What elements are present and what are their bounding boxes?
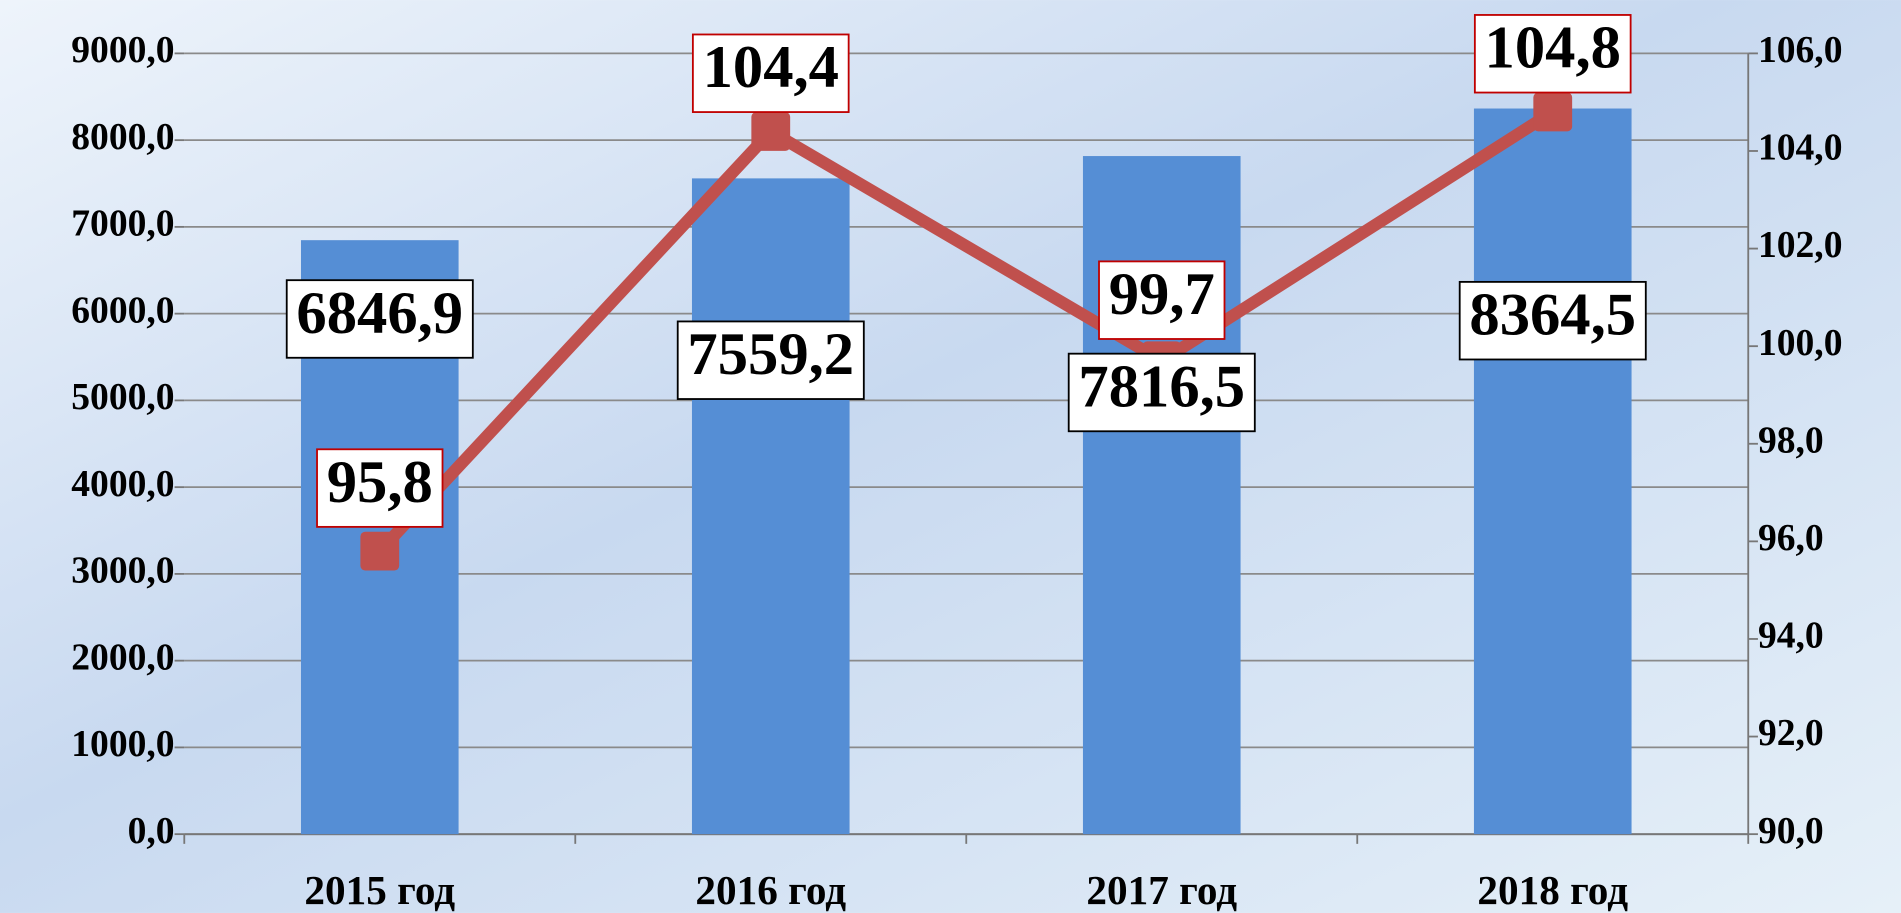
data-label-box (1458, 280, 1647, 361)
x-tick-label: 2017 год (1086, 867, 1237, 913)
bar (1473, 108, 1632, 835)
y2-tick-label: 100,0 (1758, 323, 1843, 364)
bar (691, 178, 850, 835)
data-label-box (676, 320, 865, 400)
marker (360, 531, 400, 571)
y-tick-label: 4000,0 (71, 464, 174, 505)
y-tick-label: 5000,0 (71, 377, 174, 418)
y-tick-label: 1000,0 (71, 724, 174, 765)
data-label-box (285, 279, 474, 359)
line (375, 106, 1557, 556)
y-tick-label: 7000,0 (71, 204, 174, 245)
y2-tick-label: 106,0 (1758, 30, 1843, 71)
x-tick-label: 2018 год (1477, 867, 1628, 913)
data-label-box (316, 448, 444, 528)
y2-tick-label: 90,0 (1758, 811, 1824, 852)
y-tick-label: 8000,0 (71, 117, 174, 158)
data-label: 104,4 (703, 34, 839, 101)
y2-tick-label: 92,0 (1758, 713, 1824, 754)
y-tick-label: 0,0 (128, 811, 175, 852)
marker (1533, 92, 1573, 132)
x-tick-label: 2016 год (695, 867, 846, 913)
data-label: 7559,2 (687, 321, 854, 388)
data-label: 7816,5 (1078, 353, 1245, 420)
data-label-box (1098, 260, 1226, 340)
y2-tick-label: 102,0 (1758, 225, 1843, 266)
y-tick-label: 6000,0 (71, 290, 174, 331)
y2-tick-label: 96,0 (1758, 518, 1824, 559)
x-tick-label: 2015 год (304, 867, 455, 913)
bar (1082, 156, 1241, 835)
y2-tick-label: 94,0 (1758, 616, 1824, 657)
y2-tick-label: 104,0 (1758, 128, 1843, 169)
y-tick-label: 3000,0 (71, 551, 174, 592)
data-label: 8364,5 (1469, 282, 1636, 349)
data-label: 99,7 (1109, 261, 1215, 328)
data-label: 6846,9 (296, 280, 463, 347)
y-tick-label: 2000,0 (71, 637, 174, 678)
y2-tick-label: 98,0 (1758, 420, 1824, 461)
y-tick-label: 9000,0 (71, 30, 174, 71)
marker (751, 112, 791, 151)
data-label-box (1473, 14, 1632, 94)
data-label: 104,8 (1485, 15, 1621, 82)
data-label-box (691, 33, 850, 113)
data-label: 95,8 (327, 449, 433, 516)
data-label-box (1067, 352, 1256, 433)
